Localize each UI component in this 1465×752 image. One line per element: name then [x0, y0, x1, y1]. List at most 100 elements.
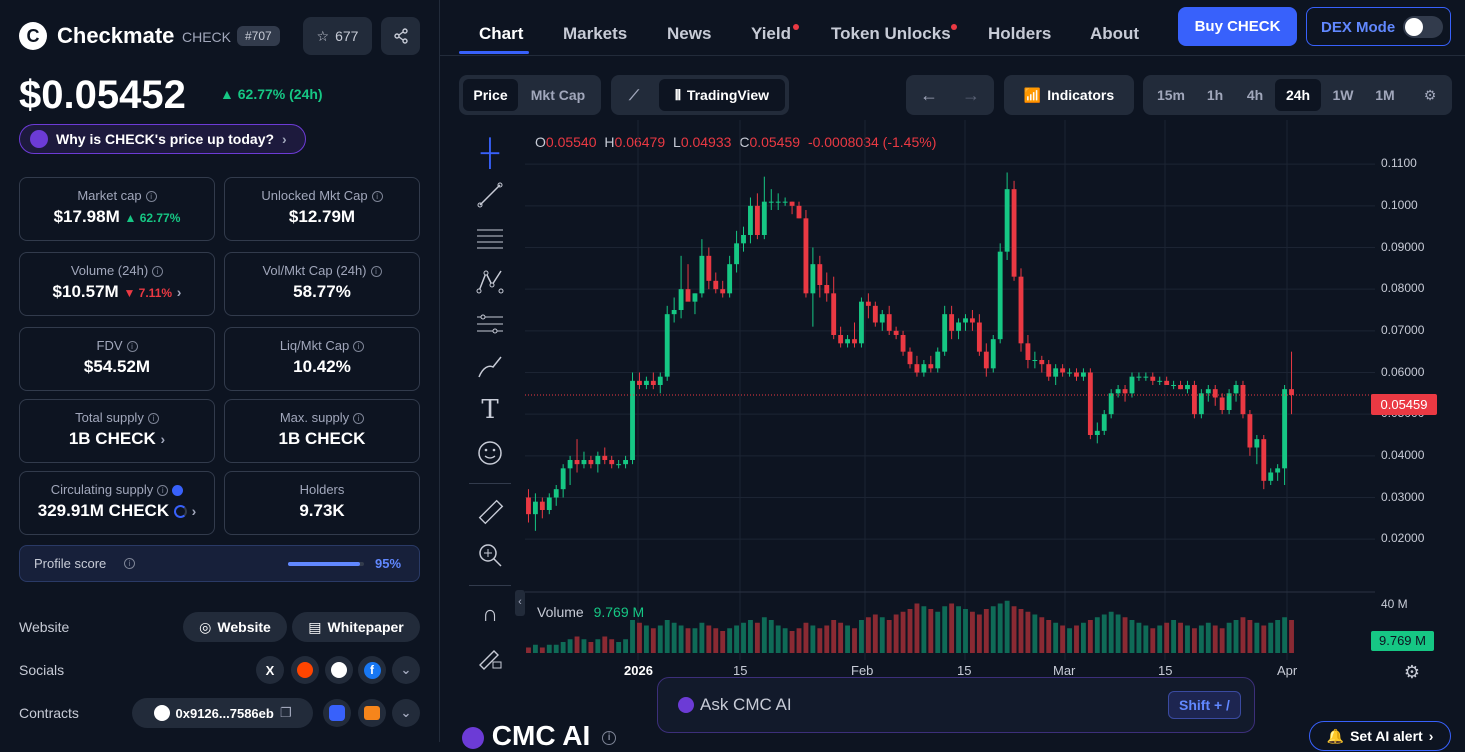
stat-label: Volume (24h) [70, 263, 149, 278]
bscscan-icon[interactable] [323, 699, 351, 727]
facebook-icon[interactable]: f [358, 656, 386, 684]
coin-logo: C [19, 22, 47, 50]
stat-total-supply[interactable]: Total supply i 1B CHECK › [19, 399, 215, 463]
volume-bar [727, 628, 733, 653]
ruler-icon[interactable] [474, 496, 506, 528]
toggle-switch[interactable] [1403, 16, 1443, 38]
website-label: Website [19, 619, 70, 635]
tradingview-toggle[interactable]: ⫴ TradingView [659, 79, 785, 111]
info-icon[interactable]: i [126, 341, 138, 353]
contract-address-button[interactable]: 0x9126...7586eb ❐ [132, 698, 313, 728]
indicators-button[interactable]: 📶 Indicators [1004, 75, 1134, 115]
interval-4h[interactable]: 4h [1246, 87, 1264, 103]
chevron-down-icon[interactable]: ⌄ [392, 656, 420, 684]
whitepaper-button[interactable]: ▤ Whitepaper [292, 612, 420, 642]
candle [796, 205, 802, 219]
interval-1h[interactable]: 1h [1206, 87, 1224, 103]
crosshair-icon[interactable]: ┼ [480, 136, 500, 167]
volume-bar [1039, 617, 1045, 653]
volume-bar [914, 603, 920, 653]
buy-button[interactable]: Buy CHECK [1178, 7, 1297, 46]
interval-1m[interactable]: 1M [1375, 87, 1395, 103]
candle [782, 201, 788, 203]
settings-gear-icon[interactable]: ⚙ [1403, 662, 1421, 682]
candle [1240, 385, 1246, 415]
tab-news[interactable]: News [667, 24, 712, 43]
price-toggle[interactable]: Price [463, 79, 518, 111]
stat-volume[interactable]: Volume (24h) i $10.57M ▼ 7.11% › [19, 252, 215, 316]
stat-circulating-supply[interactable]: Circulating supply i 329.91M CHECK › [19, 471, 215, 535]
candle [852, 339, 857, 344]
price-tick-label: 0.07000 [1381, 322, 1425, 337]
info-icon[interactable]: i [602, 730, 617, 745]
stat-value: $12.79M [288, 207, 356, 226]
text-tool-icon[interactable]: T [481, 395, 499, 425]
settings-sliders-icon[interactable]: ⚙ [1423, 86, 1437, 103]
lock-pencil-icon[interactable] [474, 641, 506, 673]
watchlist-button[interactable]: ☆ 677 [303, 17, 372, 55]
emoji-icon[interactable] [474, 437, 506, 469]
tab-about[interactable]: About [1090, 24, 1140, 43]
collapse-toolbar-button[interactable]: ‹ [515, 590, 525, 616]
info-icon[interactable]: i [370, 266, 382, 278]
interval-15m[interactable]: 15m [1156, 87, 1186, 103]
ask-ai-bar[interactable]: Ask CMC AI Shift + / [657, 677, 1255, 733]
brush-icon[interactable] [474, 351, 506, 383]
zoom-in-icon[interactable] [474, 539, 506, 571]
volume-bar [865, 617, 871, 653]
volume-bar [1198, 625, 1204, 653]
info-icon[interactable]: i [371, 191, 383, 203]
candle [900, 335, 906, 352]
mktcap-toggle[interactable]: Mkt Cap [530, 87, 586, 103]
info-icon[interactable]: i [145, 191, 157, 203]
info-icon[interactable]: i [353, 341, 365, 353]
volume-bar [630, 620, 635, 653]
dex-mode-toggle[interactable]: DEX Mode [1306, 7, 1451, 46]
volume-bar [1205, 622, 1211, 653]
why-price-up-button[interactable]: Why is CHECK's price up today? › [19, 124, 306, 154]
info-icon[interactable]: i [124, 558, 135, 569]
candle [1122, 389, 1128, 394]
candle [970, 318, 975, 323]
candle [949, 314, 955, 331]
arrow-left-icon[interactable]: ← [920, 84, 938, 105]
interval-1w[interactable]: 1W [1332, 87, 1354, 103]
horizontal-lines-icon[interactable] [474, 222, 506, 254]
reddit-icon[interactable] [291, 656, 319, 684]
info-icon[interactable]: i [147, 413, 159, 425]
volume-bar [1046, 620, 1052, 653]
github-icon[interactable] [325, 656, 353, 684]
candle [650, 380, 656, 385]
candle [754, 205, 760, 235]
candle [1171, 385, 1177, 386]
volume-bar [1143, 625, 1149, 653]
x-twitter-icon[interactable]: X [256, 656, 284, 684]
tab-chart[interactable]: Chart [479, 24, 524, 43]
volume-bar [1261, 625, 1267, 653]
info-icon[interactable]: i [353, 413, 365, 425]
price-chart[interactable] [525, 120, 1375, 660]
fib-levels-icon[interactable] [474, 308, 506, 340]
tab-token-unlocks[interactable]: Token Unlocks [831, 24, 951, 43]
coin-symbol: CHECK [182, 29, 232, 45]
set-ai-alert-button[interactable]: 🔔 Set AI alert › [1309, 721, 1451, 751]
website-button[interactable]: ◎ Website [183, 612, 287, 642]
globe-icon: ◎ [199, 618, 212, 635]
magnet-icon[interactable]: ∩ [482, 601, 498, 626]
trendline-icon[interactable] [474, 179, 506, 211]
interval-24h[interactable]: 24h [1275, 79, 1321, 111]
tab-markets[interactable]: Markets [563, 24, 628, 43]
candle [532, 501, 538, 515]
copy-icon[interactable]: ❐ [279, 705, 292, 720]
chevron-down-icon[interactable]: ⌄ [392, 699, 420, 727]
info-icon[interactable]: i [157, 485, 169, 497]
pattern-icon[interactable] [474, 265, 506, 297]
share-button[interactable] [381, 17, 420, 55]
tab-yield[interactable]: Yield [751, 24, 791, 43]
metamask-icon[interactable] [358, 699, 386, 727]
info-icon[interactable]: i [152, 266, 164, 278]
stat-value: 58.77% [293, 282, 351, 301]
tab-holders[interactable]: Holders [988, 24, 1052, 43]
arrow-right-icon[interactable]: → [962, 84, 980, 105]
line-chart-icon[interactable]: ⟋ [629, 86, 639, 103]
